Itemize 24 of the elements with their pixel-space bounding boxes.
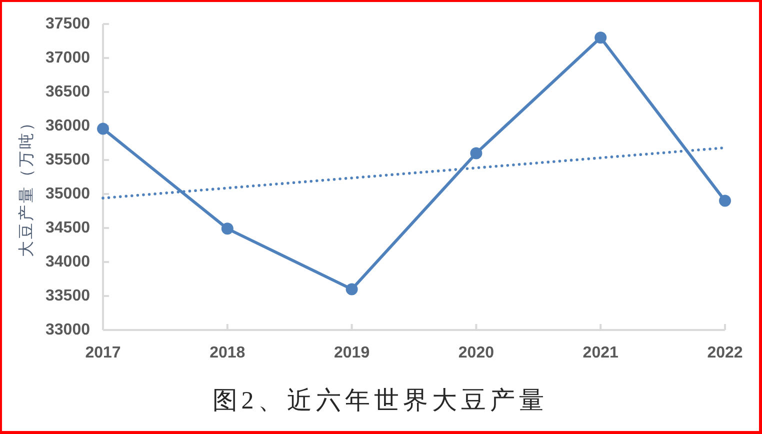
y-tick-label: 37500 [46,16,90,32]
y-tick-label: 34500 [46,220,90,236]
x-tick-label: 2017 [85,344,121,362]
text: 图2、近六年世界大豆产量 [212,386,548,414]
y-tick-label: 37000 [46,50,90,66]
y-tick-label: 35000 [46,186,90,202]
y-tick-label: 33500 [46,288,90,304]
x-tick-label: 2018 [210,344,246,362]
point [594,32,607,44]
point [97,122,109,135]
point [346,283,358,296]
y-axis-title: 大豆产量（万吨） [18,113,36,257]
x-tick-label: 2020 [458,344,494,362]
y-tick-label: 36500 [46,84,90,100]
y-tick-label: 35500 [46,152,90,168]
point [719,194,731,207]
point [470,147,482,160]
y-tick-label: 34000 [46,254,90,270]
x-tick-label: 2022 [707,344,743,362]
x-tick-label: 2019 [334,344,370,362]
y-tick-label: 33000 [46,322,90,338]
x-tick-label: 2021 [582,344,618,362]
point [221,222,234,235]
y-tick-label: 36000 [46,118,90,134]
